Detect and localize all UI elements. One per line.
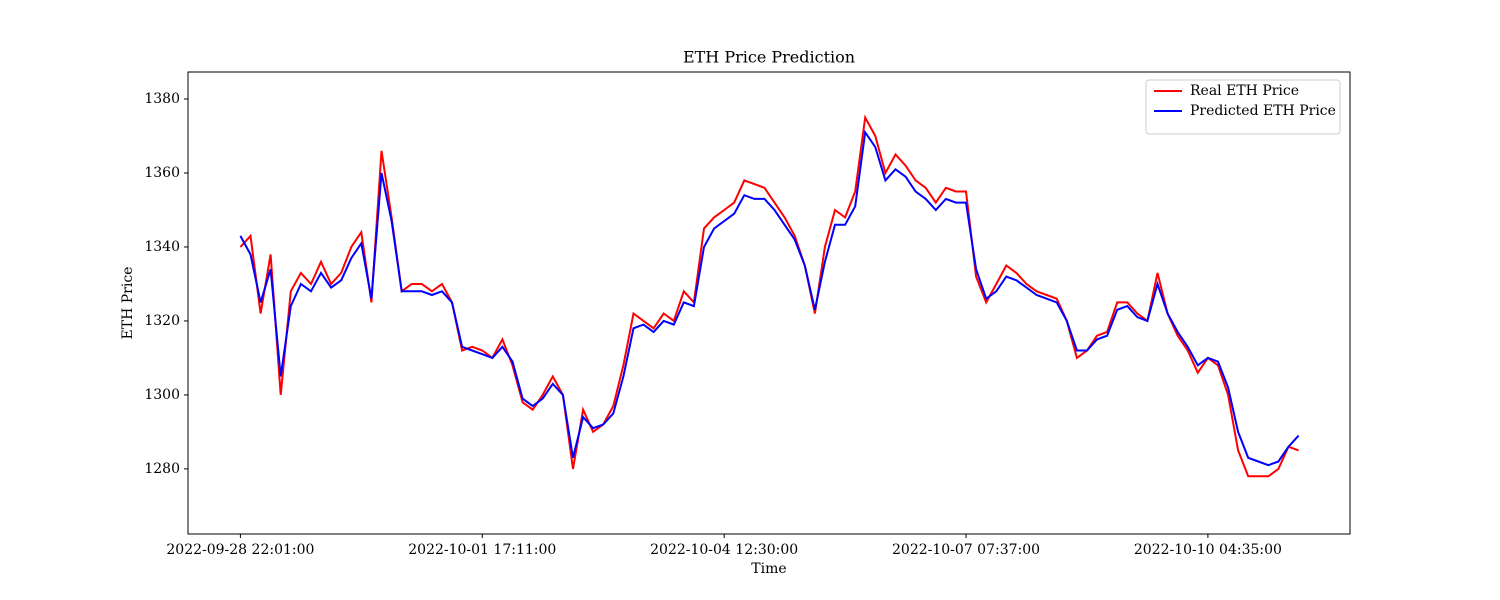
x-tick-label: 2022-10-01 17:11:00 — [408, 542, 556, 558]
y-tick-label: 1300 — [144, 387, 180, 403]
series-line — [239, 114, 1299, 478]
x-tick-label: 2022-09-28 22:01:00 — [166, 542, 314, 558]
series-line — [239, 129, 1300, 467]
y-tick-label: 1280 — [144, 461, 180, 477]
y-tick-label: 1380 — [144, 91, 180, 107]
y-tick-label: 1340 — [144, 239, 180, 255]
chart-title: ETH Price Prediction — [683, 48, 855, 67]
legend-label: Predicted ETH Price — [1190, 103, 1336, 119]
y-axis-label: ETH Price — [120, 267, 136, 340]
x-tick-label: 2022-10-10 04:35:00 — [1134, 542, 1282, 558]
x-tick-label: 2022-10-04 12:30:00 — [650, 542, 798, 558]
plot-frame — [187, 71, 1351, 535]
legend-label: Real ETH Price — [1190, 83, 1299, 99]
y-tick-label: 1320 — [144, 313, 180, 329]
x-axis-label: Time — [751, 561, 786, 577]
x-tick-label: 2022-10-07 07:37:00 — [892, 542, 1040, 558]
y-tick-label: 1360 — [144, 165, 180, 181]
legend-box — [1145, 79, 1341, 135]
